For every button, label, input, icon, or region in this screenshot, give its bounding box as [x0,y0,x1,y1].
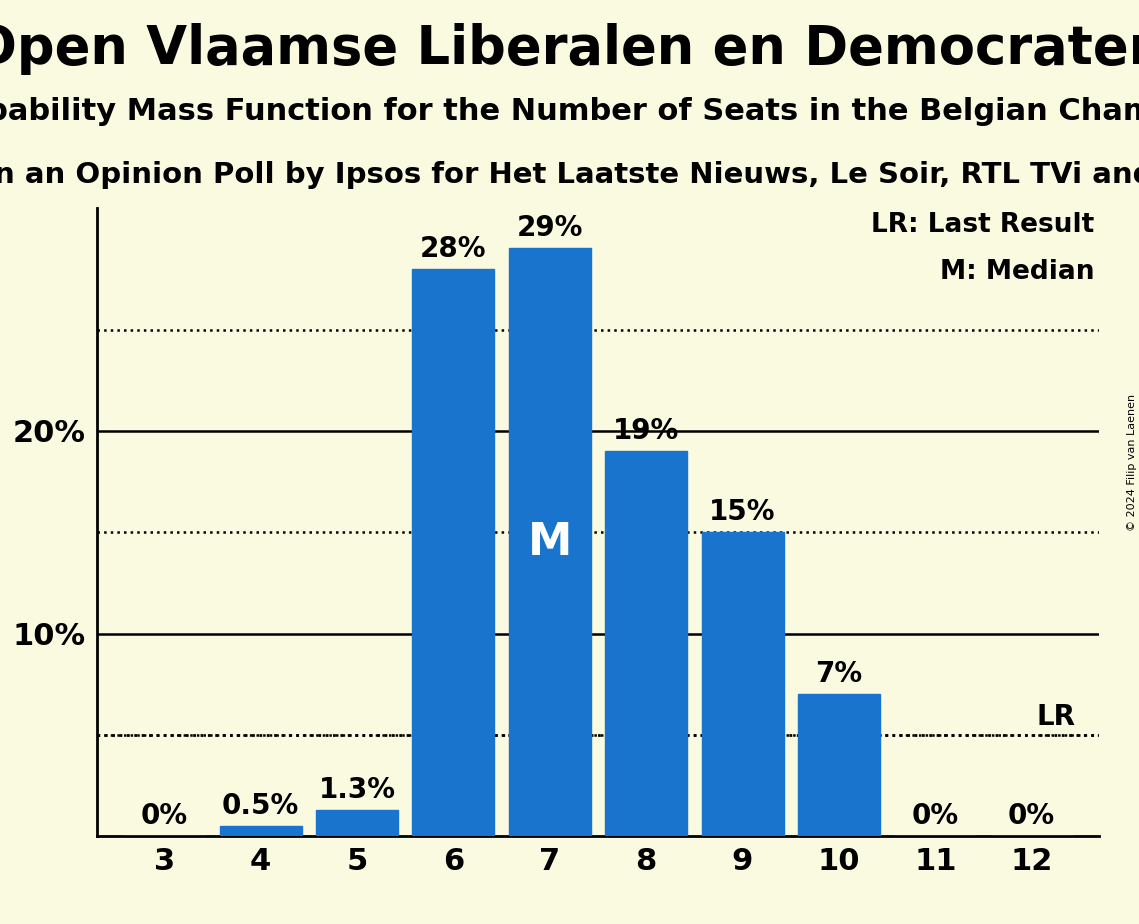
Text: Open Vlaamse Liberalen en Democraten: Open Vlaamse Liberalen en Democraten [0,23,1139,75]
Text: 28%: 28% [420,235,486,262]
Bar [798,694,880,836]
Text: 19%: 19% [613,417,679,445]
Text: 1.3%: 1.3% [319,776,395,804]
Text: 0%: 0% [1008,802,1055,830]
Text: M: M [527,521,572,564]
Text: n an Opinion Poll by Ipsos for Het Laatste Nieuws, Le Soir, RTL TVi and VTM, 21–: n an Opinion Poll by Ipsos for Het Laats… [0,161,1139,188]
Text: 0%: 0% [911,802,959,830]
Text: 29%: 29% [517,214,583,242]
Bar [220,826,302,836]
Text: Probability Mass Function for the Number of Seats in the Belgian Chamber: Probability Mass Function for the Number… [0,97,1139,126]
Bar [317,809,398,836]
Text: LR: Last Result: LR: Last Result [871,212,1095,238]
Bar [509,249,591,836]
Bar [702,532,784,836]
Text: 0%: 0% [141,802,188,830]
Bar [412,269,494,836]
Text: 0.5%: 0.5% [222,792,300,820]
Text: M: Median: M: Median [940,259,1095,285]
Bar [605,451,687,836]
Text: 15%: 15% [710,498,776,526]
Text: LR: LR [1036,703,1075,731]
Text: 7%: 7% [816,661,862,688]
Text: © 2024 Filip van Laenen: © 2024 Filip van Laenen [1126,394,1137,530]
